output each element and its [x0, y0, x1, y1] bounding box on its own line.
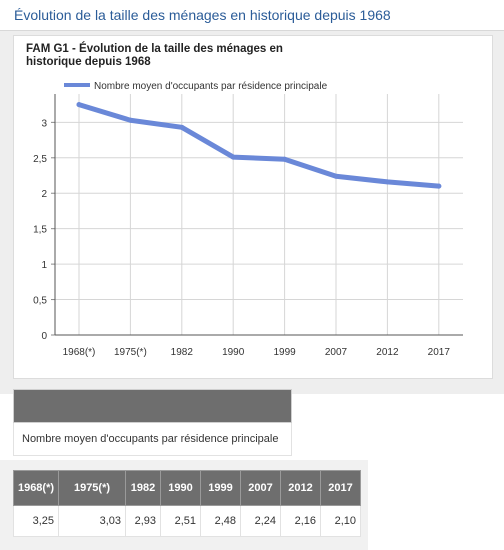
data-point — [179, 124, 185, 130]
data-point — [384, 179, 390, 185]
data-point — [282, 156, 288, 162]
y-tick-label: 0 — [41, 331, 47, 342]
table-header-cell: 2017 — [320, 470, 361, 506]
series-line — [76, 102, 442, 189]
y-tick-label: 0,5 — [33, 296, 47, 307]
data-point — [76, 102, 82, 108]
y-tick-label: 2,5 — [33, 154, 47, 165]
table-header-row: 1968(*) 1975(*) 1982 1990 1999 2007 2012 2017 — [13, 470, 361, 506]
table-cell: 2,51 — [160, 505, 201, 537]
table-cell: 2,16 — [280, 505, 321, 537]
data-table: 1968(*) 1975(*) 1982 1990 1999 2007 2012 2017 3… — [13, 470, 361, 537]
x-tick-label: 1990 — [222, 347, 245, 358]
y-tick-label: 2 — [41, 189, 47, 200]
chart-title: FAM G1 - Évolution de la taille des ména… — [26, 43, 283, 68]
table-header-cell: 2007 — [240, 470, 281, 506]
line-chart: Nombre moyen d'occupants par résidence p… — [33, 81, 463, 358]
chart-card: FAM G1 - Évolution de la taille des ména… — [13, 35, 493, 379]
table-header-cell: 1990 — [160, 470, 201, 506]
table-header-cell: 1975(*) — [58, 470, 126, 506]
table-cell: 2,24 — [240, 505, 281, 537]
data-point — [127, 117, 133, 123]
table-header-cell: 1968(*) — [13, 470, 59, 506]
series-table-header — [13, 389, 292, 423]
x-tick-label: 2012 — [376, 347, 399, 358]
table-header-cell: 2012 — [280, 470, 321, 506]
x-tick-label: 1968(*) — [63, 347, 96, 358]
legend-label: Nombre moyen d'occupants par résidence p… — [94, 81, 328, 92]
y-tick-label: 1 — [41, 260, 47, 271]
title-divider — [0, 30, 504, 31]
x-tick-label: 2007 — [325, 347, 348, 358]
x-tick-label: 2017 — [428, 347, 451, 358]
page-title: Évolution de la taille des ménages en hi… — [14, 7, 391, 23]
y-tick-label: 1,5 — [33, 225, 47, 236]
table-cell: 2,93 — [125, 505, 161, 537]
series-label-cell: Nombre moyen d'occupants par résidence p… — [13, 423, 292, 456]
y-tick-label: 3 — [41, 118, 47, 129]
data-point — [436, 183, 442, 189]
table-row: 3,25 3,03 2,93 2,51 2,48 2,24 2,16 2,10 — [13, 505, 361, 537]
table-cell: 3,25 — [13, 505, 59, 537]
x-tick-label: 1975(*) — [114, 347, 147, 358]
x-tick-label: 1999 — [273, 347, 296, 358]
data-point — [230, 154, 236, 160]
table-header-cell: 1982 — [125, 470, 161, 506]
table-cell: 2,48 — [200, 505, 241, 537]
x-tick-label: 1982 — [171, 347, 194, 358]
table-cell: 3,03 — [58, 505, 126, 537]
table-cell: 2,10 — [320, 505, 361, 537]
table-header-cell: 1999 — [200, 470, 241, 506]
data-point — [333, 173, 339, 179]
